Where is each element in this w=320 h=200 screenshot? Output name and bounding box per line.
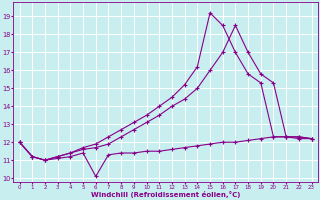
X-axis label: Windchill (Refroidissement éolien,°C): Windchill (Refroidissement éolien,°C) xyxy=(91,191,240,198)
